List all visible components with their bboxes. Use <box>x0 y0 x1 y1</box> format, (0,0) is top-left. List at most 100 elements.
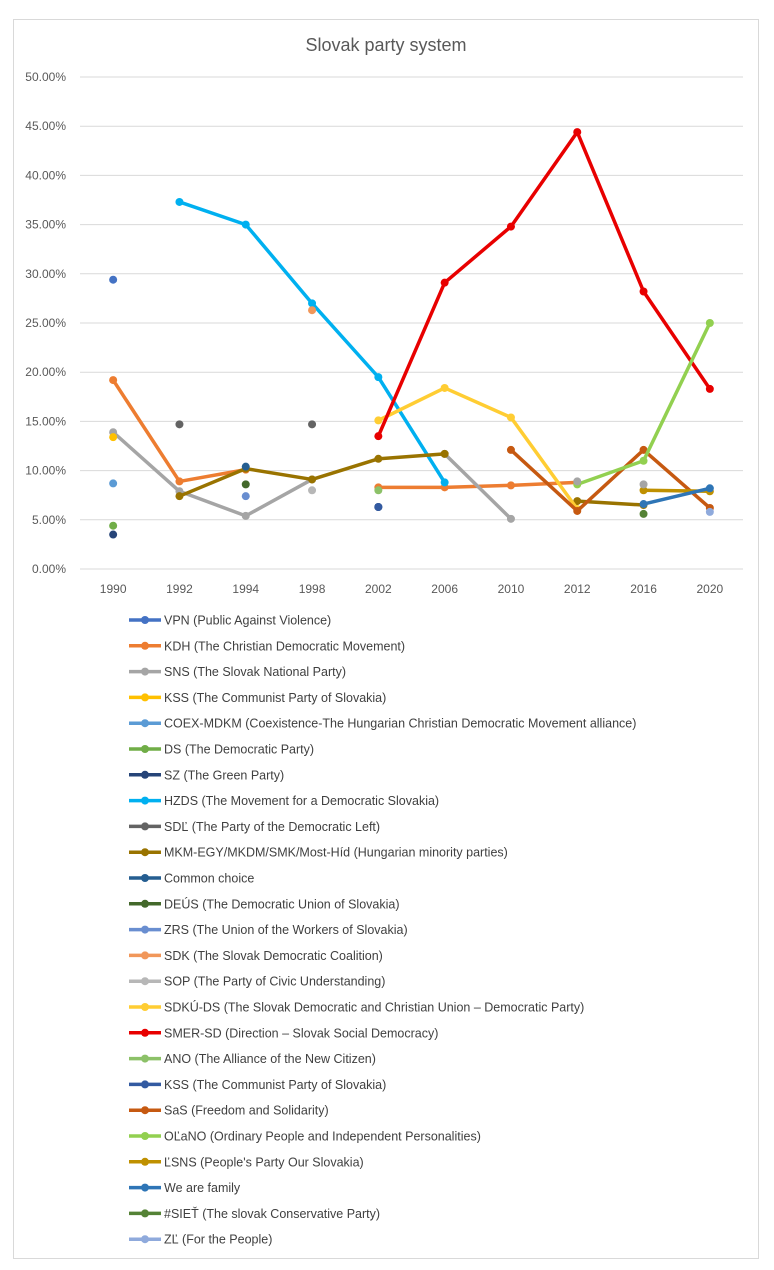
series-line-segment <box>376 452 447 461</box>
series-line-segment <box>111 430 182 494</box>
legend-marker <box>141 951 149 960</box>
legend-label: SDKÚ-DS (The Slovak Democratic and Chris… <box>164 1000 584 1015</box>
data-point <box>705 507 714 516</box>
data-point <box>241 511 250 520</box>
series-line-segment <box>641 486 712 506</box>
legend-label: ĽSNS (People's Party Our Slovakia) <box>164 1155 364 1169</box>
x-tick-label: 2020 <box>696 582 723 596</box>
series-11 <box>241 462 250 471</box>
series-16 <box>374 383 582 513</box>
series-8 <box>175 197 449 487</box>
data-point <box>374 432 383 441</box>
series-13 <box>241 492 250 501</box>
series-line-segment <box>376 386 447 423</box>
series-line-segment <box>442 386 513 420</box>
x-tick-label: 1992 <box>166 582 193 596</box>
data-point <box>374 373 383 382</box>
data-point <box>308 299 317 308</box>
legend-marker <box>141 977 149 986</box>
chart-frame <box>13 19 759 1259</box>
legend-label: SMER-SD (Direction – Slovak Social Democ… <box>164 1026 438 1040</box>
series-line-segment <box>177 489 248 518</box>
legend-label: KSS (The Communist Party of Slovakia) <box>164 1078 386 1092</box>
data-point <box>109 521 118 530</box>
legend-label: SDK (The Slovak Democratic Coalition) <box>164 949 383 963</box>
series-line-segment <box>244 466 314 482</box>
legend-marker <box>141 1132 149 1140</box>
series-line-segment <box>509 130 579 229</box>
legend-label: SaS (Freedom and Solidarity) <box>164 1104 329 1118</box>
data-point <box>175 477 184 486</box>
data-point <box>573 497 582 506</box>
y-tick-label: 15.00% <box>25 414 66 428</box>
data-point <box>109 530 118 539</box>
legend-label: #SIEŤ (The slovak Conservative Party) <box>164 1206 380 1221</box>
data-point <box>639 486 648 495</box>
x-tick-label: 1998 <box>299 582 326 596</box>
data-point <box>440 478 449 487</box>
series-6 <box>109 521 118 530</box>
y-tick-label: 45.00% <box>25 119 66 133</box>
data-point <box>109 376 118 385</box>
data-point <box>175 492 184 501</box>
legend-item: COEX-MDKM (Coexistence-The Hungarian Chr… <box>129 717 636 731</box>
data-point <box>175 197 184 206</box>
data-point <box>506 514 515 523</box>
data-point <box>440 449 449 458</box>
data-point <box>109 479 118 488</box>
legend: VPN (Public Against Violence) KDH (The Ch… <box>129 614 636 1247</box>
data-point <box>639 445 648 454</box>
data-point <box>506 445 515 454</box>
legend-item: SaS (Freedom and Solidarity) <box>129 1104 329 1118</box>
data-point <box>308 306 317 315</box>
series-12 <box>241 480 250 489</box>
legend-label: DEÚS (The Democratic Union of Slovakia) <box>164 896 400 911</box>
gridlines <box>80 76 743 570</box>
legend-label: ANO (The Alliance of the New Citizen) <box>164 1052 376 1066</box>
y-tick-label: 40.00% <box>25 168 66 182</box>
series-line-segment <box>509 448 579 513</box>
data-point <box>573 128 582 137</box>
legend-item: SNS (The Slovak National Party) <box>129 665 346 679</box>
series-23 <box>639 484 714 509</box>
data-point <box>241 220 250 229</box>
series-5 <box>109 479 118 488</box>
y-tick-label: 25.00% <box>25 316 66 330</box>
x-tick-label: 2016 <box>630 582 657 596</box>
series-line-segment <box>376 375 447 485</box>
legend-item: KSS (The Communist Party of Slovakia) <box>129 1078 386 1092</box>
series-line-segment <box>244 222 314 306</box>
y-tick-label: 5.00% <box>32 513 66 527</box>
data-point <box>374 416 383 425</box>
y-tick-label: 0.00% <box>32 562 66 576</box>
legend-marker <box>141 1003 149 1011</box>
series-1 <box>109 275 118 284</box>
legend-item: DS (The Democratic Party) <box>129 743 314 757</box>
series-25 <box>705 507 714 516</box>
data-point <box>175 420 184 429</box>
legend-item: Common choice <box>129 872 254 886</box>
legend-item: ĽSNS (People's Party Our Slovakia) <box>129 1155 364 1169</box>
legend-label: ZRS (The Union of the Workers of Slovaki… <box>164 923 408 937</box>
legend-item: SZ (The Green Party) <box>129 768 284 782</box>
legend-label: We are family <box>164 1181 241 1195</box>
legend-marker <box>141 1054 149 1063</box>
legend-label: DS (The Democratic Party) <box>164 743 314 757</box>
series-line-segment <box>641 448 712 510</box>
x-tick-label: 2002 <box>365 582 392 596</box>
legend-marker <box>141 693 149 702</box>
series-7 <box>109 503 383 539</box>
series-4 <box>109 433 118 442</box>
legend-marker <box>141 848 149 857</box>
x-tick-label: 2012 <box>564 582 591 596</box>
legend-label: SZ (The Green Party) <box>164 768 284 782</box>
legend-marker <box>141 1183 149 1192</box>
legend-marker <box>141 899 149 908</box>
series-line-segment <box>575 130 646 294</box>
y-tick-label: 35.00% <box>25 218 66 232</box>
series-9 <box>175 420 317 429</box>
legend-marker <box>141 1028 149 1037</box>
legend-item: ANO (The Alliance of the New Citizen) <box>129 1052 376 1066</box>
series-line-segment <box>575 459 646 487</box>
legend-item: SDK (The Slovak Democratic Coalition) <box>129 949 383 963</box>
